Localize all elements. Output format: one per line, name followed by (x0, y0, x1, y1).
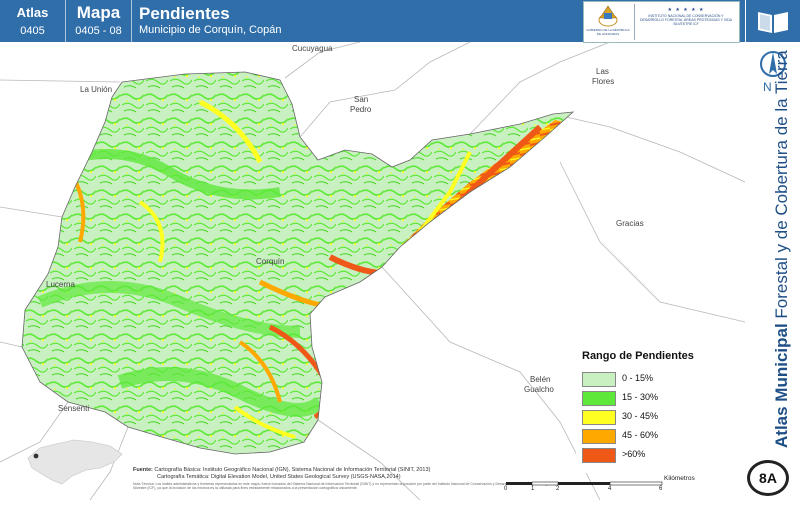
map-title: Pendientes (139, 4, 230, 23)
map-number-badge: 8A (747, 460, 789, 496)
header-bar: Atlas 0405 Mapa 0405 - 08 Pendientes Mun… (0, 0, 745, 43)
icf-logo: ★ ★ ★ ★ ★ INSTITUTO NACIONAL DE CONSERVA… (634, 4, 737, 40)
mapa-label: Mapa (76, 3, 121, 22)
atlas-label: Atlas (16, 5, 49, 20)
vertical-title-bold: Atlas Municipal (772, 323, 791, 448)
mapa-code: 0405 - 08 (75, 25, 122, 37)
legend-swatch (582, 391, 616, 406)
slope-legend: Rango de Pendientes 0 - 15% 15 - 30% 30 … (576, 348, 741, 473)
honduras-inset-map (22, 430, 126, 488)
north-label: N (763, 80, 772, 94)
atlas-book-block (746, 0, 800, 42)
legend-label: 15 - 30% (622, 392, 659, 402)
vertical-atlas-title: Atlas Municipal Forestal y de Cobertura … (772, 50, 792, 448)
map-canvas (0, 41, 746, 501)
legend-item: 15 - 30% (582, 391, 732, 406)
legend-label: 0 - 15% (622, 373, 654, 383)
scale-bar-graphic (506, 481, 663, 486)
vertical-title-rest: Forestal y de Cobertura de la Tierra (772, 50, 791, 324)
government-seal: GOBIERNO DE LA REPÚBLICA DE HONDURAS (586, 4, 630, 40)
source-notes: Fuente: Cartografía Básica: Instituto Ge… (133, 467, 573, 490)
place-corquin: Corquín (256, 257, 285, 266)
legend-label: >60% (622, 449, 646, 459)
place-gracias: Gracias (616, 219, 644, 228)
legend-label: 30 - 45% (622, 411, 659, 421)
legend-swatch (582, 410, 616, 425)
map-area: Cucuyagua La Unión San Pedro Las Flores … (0, 41, 746, 501)
place-sensenti: Sensenti (58, 404, 90, 413)
legend-swatch (582, 429, 616, 444)
inset-map-icon (27, 439, 123, 485)
government-text: GOBIERNO DE LA REPÚBLICA DE HONDURAS (586, 28, 630, 36)
scale-tick: 2 (556, 486, 560, 492)
icf-text: INSTITUTO NACIONAL DE CONSERVACIÓN Y DES… (639, 14, 733, 26)
north-arrow-icon (760, 51, 786, 77)
legend-label: 45 - 60% (622, 430, 659, 440)
place-las-flores-2: Flores (592, 77, 615, 86)
place-las-flores-1: Las (596, 67, 609, 76)
place-lucerna: Lucerna (46, 280, 75, 289)
scale-tick: 0 (504, 486, 508, 492)
source-label: Fuente: (133, 467, 153, 473)
legend-item: 45 - 60% (582, 429, 732, 444)
technical-note: Nota Técnica: Los límites administrativo… (133, 482, 565, 490)
source-text-2: Cartografía Temática: Digital Elevation … (157, 474, 401, 480)
mapa-block: Mapa 0405 - 08 (66, 0, 132, 42)
institution-logos: GOBIERNO DE LA REPÚBLICA DE HONDURAS ★ ★… (583, 1, 740, 43)
stars-icon: ★ ★ ★ ★ ★ (667, 7, 705, 13)
place-san-pedro-1: San (354, 95, 369, 104)
place-san-pedro-2: Pedro (350, 105, 372, 114)
atlas-block: Atlas 0405 (0, 0, 66, 42)
source-text-1: Cartografía Básica: Instituto Geográfico… (152, 467, 431, 473)
atlas-code: 0405 (20, 25, 45, 37)
legend-item: 0 - 15% (582, 372, 732, 387)
seal-icon (598, 5, 618, 27)
scale-tick: 6 (659, 486, 663, 492)
scale-bar: Kilómetros 0 1 2 4 6 (504, 475, 695, 498)
source-line-1: Fuente: Cartografía Básica: Instituto Ge… (133, 467, 573, 474)
place-belen-1: Belén (530, 375, 551, 384)
book-icon (758, 12, 788, 33)
scale-tick: 4 (608, 486, 612, 492)
legend-swatch (582, 448, 616, 463)
legend-item: 30 - 45% (582, 410, 732, 425)
map-subtitle: Municipio de Corquín, Copán (139, 24, 282, 36)
place-cucuyagua: Cucuyagua (292, 44, 333, 53)
legend-title: Rango de Pendientes (582, 350, 694, 362)
scale-tick: 1 (531, 486, 535, 492)
legend-item: >60% (582, 448, 732, 463)
place-belen-2: Gualcho (524, 385, 554, 394)
place-la-union: La Unión (80, 85, 113, 94)
legend-swatch (582, 372, 616, 387)
municipal-boundaries (0, 41, 746, 501)
scale-unit: Kilómetros (664, 475, 695, 482)
right-sidebar (745, 42, 800, 500)
